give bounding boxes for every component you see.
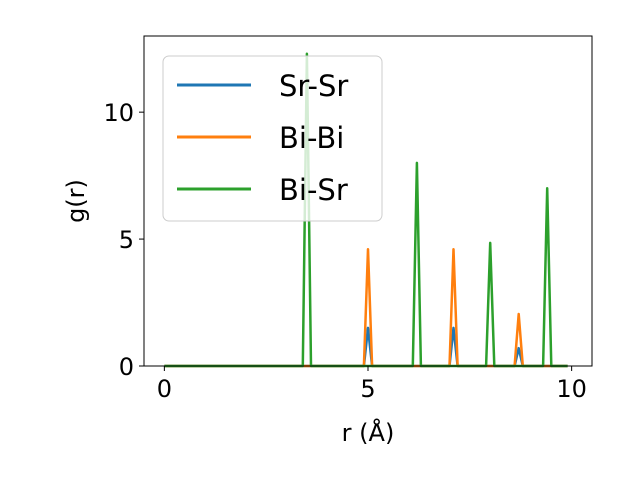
series-line-sr-sr [164,326,568,368]
ticks-layer: 0 5 10 0 5 10 [103,99,586,403]
x-tick-label: 5 [360,375,375,403]
y-axis-label: g(r) [62,179,90,223]
series-line-bi-bi [164,247,568,368]
y-tick-label: 5 [119,226,134,254]
y-tick-label: 10 [103,99,134,127]
legend-label-sr-sr: Sr-Sr [279,69,348,103]
legend-label-bi-bi: Bi-Bi [279,121,344,155]
x-tick-label: 0 [157,375,172,403]
legend-box [162,55,383,222]
legend: Sr-Sr Bi-Bi Bi-Sr [162,55,383,222]
x-axis-label: r (Å) [342,418,395,447]
y-tick-label: 0 [119,353,134,381]
x-tick-label: 10 [556,375,587,403]
legend-label-bi-sr: Bi-Sr [279,173,348,207]
